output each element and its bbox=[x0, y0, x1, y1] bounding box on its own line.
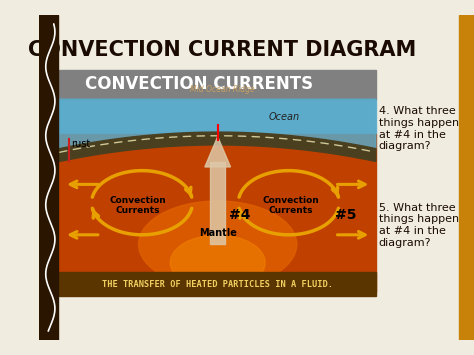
Text: Convection
Currents: Convection Currents bbox=[109, 196, 166, 215]
Text: CONVECTION CURRENTS: CONVECTION CURRENTS bbox=[85, 75, 313, 93]
Text: 5. What three
things happen
at #4 in the
diagram?: 5. What three things happen at #4 in the… bbox=[379, 203, 459, 247]
Ellipse shape bbox=[138, 201, 297, 288]
Text: Ocean: Ocean bbox=[269, 112, 300, 122]
Text: CONVECTION CURRENT DIAGRAM: CONVECTION CURRENT DIAGRAM bbox=[28, 39, 416, 60]
Text: THE TRANSFER OF HEATED PARTICLES IN A FLUID.: THE TRANSFER OF HEATED PARTICLES IN A FL… bbox=[102, 280, 333, 289]
Polygon shape bbox=[205, 137, 230, 167]
Text: #5: #5 bbox=[335, 208, 356, 222]
Text: Mantle: Mantle bbox=[199, 228, 237, 238]
Bar bbox=[60, 134, 376, 292]
Bar bbox=[60, 99, 376, 134]
Bar bbox=[210, 162, 225, 244]
Bar bbox=[459, 15, 474, 340]
Polygon shape bbox=[60, 132, 376, 162]
Text: 4. What three
things happen
at #4 in the
diagram?: 4. What three things happen at #4 in the… bbox=[379, 106, 459, 151]
Bar bbox=[39, 15, 58, 340]
Polygon shape bbox=[60, 99, 376, 149]
Bar bbox=[60, 272, 376, 296]
Text: #4: #4 bbox=[228, 208, 250, 222]
Text: Mid Ocean Ridge: Mid Ocean Ridge bbox=[190, 86, 255, 94]
Bar bbox=[60, 70, 376, 99]
Ellipse shape bbox=[170, 235, 265, 290]
Text: Convection
Currents: Convection Currents bbox=[262, 196, 319, 215]
Text: rust: rust bbox=[72, 140, 91, 149]
